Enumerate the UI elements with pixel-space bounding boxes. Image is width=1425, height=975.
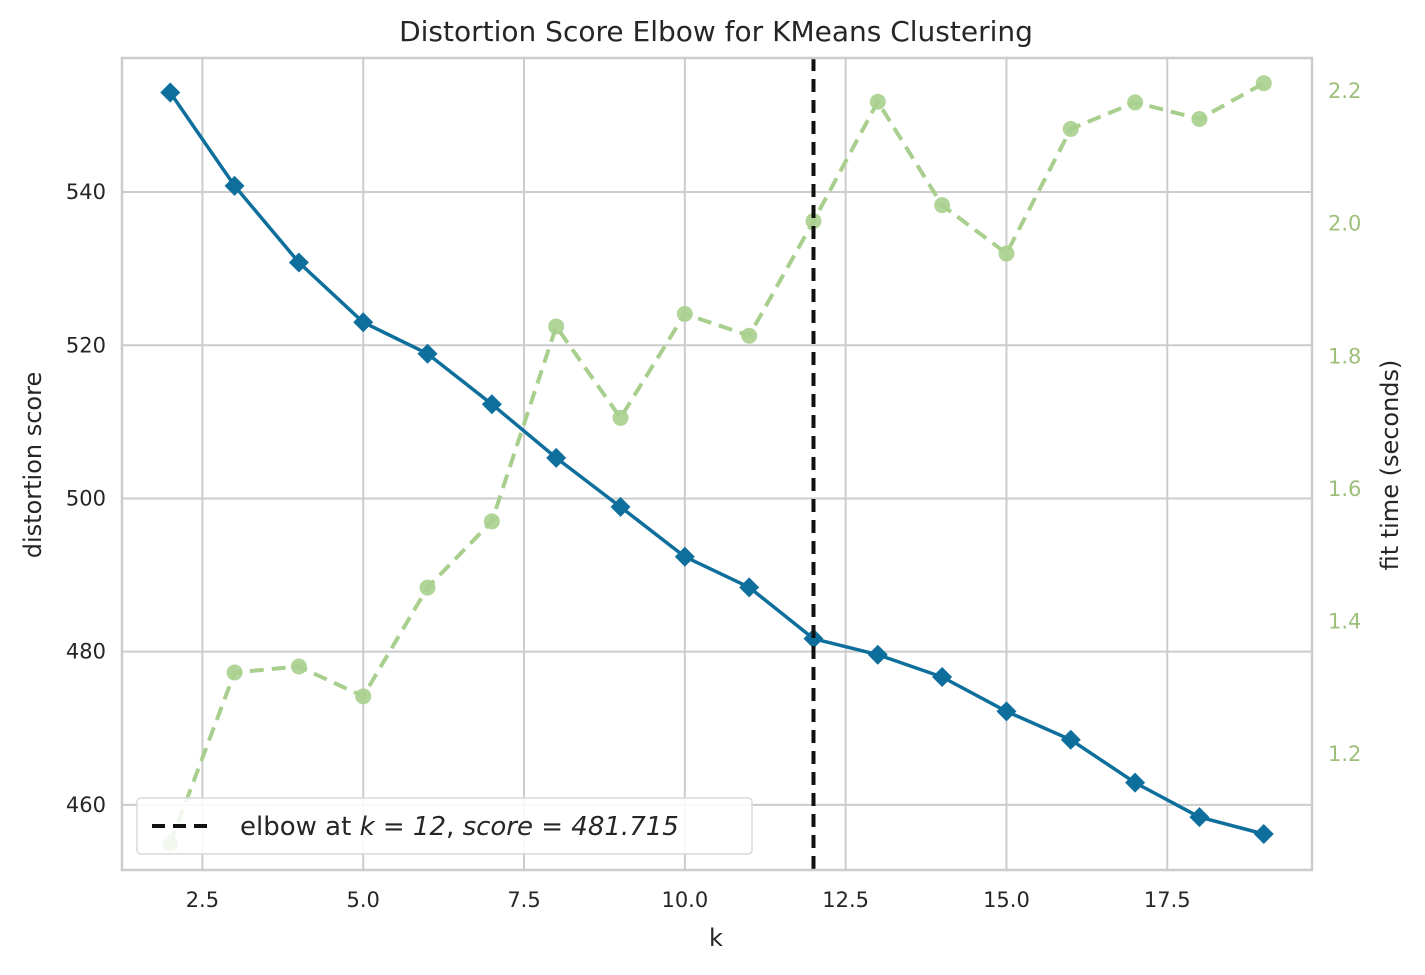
fit-time-point [998, 245, 1015, 262]
distortion-point [996, 701, 1017, 722]
fit-time-point [419, 579, 436, 596]
x-tick-label: 15.0 [983, 888, 1030, 912]
legend: elbow at k = 12, score = 481.715 [136, 797, 753, 855]
chart-title: Distortion Score Elbow for KMeans Cluste… [399, 15, 1033, 48]
fit-time-point [548, 318, 565, 335]
fit-time-point [805, 213, 822, 230]
distortion-point [353, 312, 374, 333]
distortion-point [1189, 807, 1210, 828]
distortion-point [160, 82, 181, 103]
x-tick-label: 2.5 [186, 888, 219, 912]
y2-tick-label: 1.6 [1328, 477, 1361, 501]
y-tick-label: 480 [66, 640, 106, 664]
legend-prefix: elbow at [240, 812, 360, 842]
tick-labels: 2.5 5.0 7.5 10.0 12.5 15.0 17.5 460 480 500 520 540… [66, 79, 1362, 912]
distortion-point [803, 628, 824, 649]
fit-time-point [483, 513, 500, 530]
plot-border [120, 56, 1314, 872]
fit-time-point [226, 664, 243, 681]
plot-frame [120, 56, 1314, 872]
distortion-point [1060, 729, 1081, 750]
legend-label: elbow at k = 12, score = 481.715 [240, 812, 679, 842]
legend-separator: , [446, 812, 463, 842]
distortion-line [168, 91, 1265, 836]
distortion-point [932, 666, 953, 687]
y2-tick-label: 1.8 [1328, 344, 1361, 368]
fit-time-point [290, 658, 307, 675]
fit-time-point [1062, 120, 1079, 137]
y-tick-label: 460 [66, 793, 106, 817]
legend-k: k = 12 [360, 812, 446, 842]
distortion-point [481, 394, 502, 415]
fit-time-point [1191, 110, 1208, 127]
x-tick-label: 5.0 [347, 888, 380, 912]
distortion-point [417, 343, 438, 364]
distortion-point [546, 447, 567, 468]
fit-time-point [676, 305, 693, 322]
y-tick-label: 500 [66, 486, 106, 510]
y2-tick-label: 1.4 [1328, 609, 1361, 633]
x-tick-label: 10.0 [661, 888, 708, 912]
y-axis-label: distortion score [19, 372, 47, 558]
distortion-point [867, 644, 888, 665]
distortion-point [739, 577, 760, 598]
fit-time-point [741, 327, 758, 344]
distortion-point [610, 496, 631, 517]
y-tick-label: 520 [66, 333, 106, 357]
series-layer [160, 58, 1274, 870]
y-tick-label: 540 [66, 180, 106, 204]
legend-score: score = 481.715 [463, 812, 679, 842]
fit-time-point [355, 688, 372, 705]
x-axis-label: k [709, 924, 723, 952]
fit-time-point [1127, 94, 1144, 111]
distortion-point [1253, 823, 1274, 844]
x-tick-label: 17.5 [1144, 888, 1191, 912]
legend-box [136, 797, 753, 855]
fit-time-point [934, 197, 951, 214]
y2-tick-label: 2.0 [1328, 212, 1361, 236]
fit-time-point [1255, 75, 1272, 92]
fit-time-point [869, 93, 886, 110]
y2-axis-label: fit time (seconds) [1376, 360, 1404, 571]
x-tick-label: 7.5 [507, 888, 540, 912]
distortion-point [674, 546, 695, 567]
y2-tick-label: 1.2 [1328, 742, 1361, 766]
distortion-point [224, 175, 245, 196]
x-tick-label: 12.5 [822, 888, 869, 912]
fit-time-point [612, 409, 629, 426]
distortion-point [288, 252, 309, 273]
distortion-point [1125, 772, 1146, 793]
y2-tick-label: 2.2 [1328, 79, 1361, 103]
